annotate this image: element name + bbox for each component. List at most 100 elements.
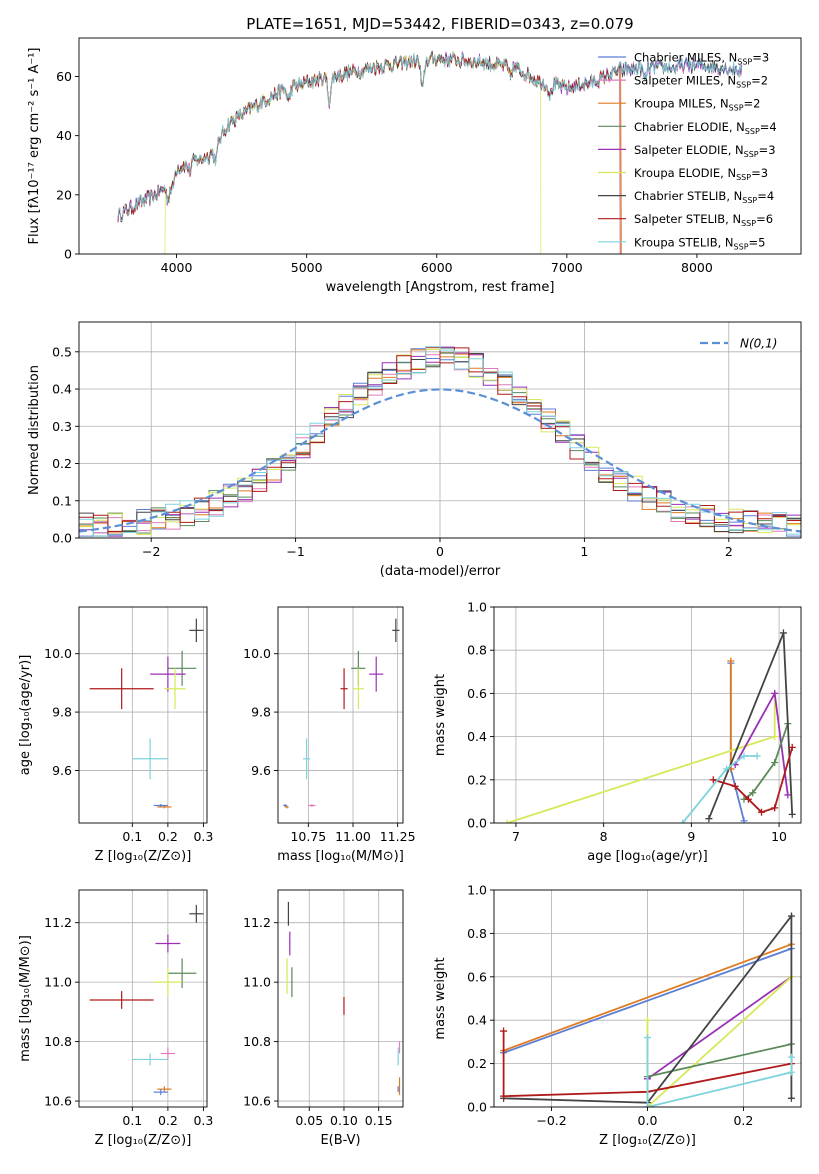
legend-label-main: Salpeter STELIB, N [634,212,741,226]
point-salpeter-elodie [150,656,186,692]
point-salpeter-stelib [343,997,345,1015]
spectrum-ytick-label: 20 [56,187,72,202]
spectrum-frame [78,37,802,255]
spectrum-xtick-label: 5000 [291,260,323,275]
point-kroupa-elodie [353,668,364,710]
legend-label-sub: SSP [736,81,751,90]
weight-marker [787,912,795,920]
Z_weight-xtick-label: 0.0 [638,1113,658,1128]
legend-label-sub: SSP [729,104,744,113]
Z_weight-plot-area [500,912,795,1107]
weight-marker [771,733,779,741]
legend-label-n: =2 [751,74,768,88]
weight-marker [500,1092,508,1100]
Z_mass-frame [78,889,208,1108]
ebv_mass-panel: 0.05 0.10 0.15 10.6 10.8 11.0 11.2 E(B-V) [243,889,404,1148]
weight-line-salpeter-stelib [502,1031,792,1098]
weight-line-kroupa-miles [503,943,792,1052]
Z_age-ytick-label: 10.0 [44,646,72,661]
weight-marker [771,759,779,767]
spectrum-plot-area [117,50,743,254]
point-kroupa-elodie [153,967,183,998]
weight-marker [758,808,766,816]
spectrum-xtick-label: 7000 [551,260,583,275]
legend-label: Salpeter ELODIE, NSSP=3 [634,143,776,159]
weight-marker [784,791,792,799]
spectrum-xtick-label: 8000 [681,260,713,275]
legend-label: Chabrier STELIB, NSSP=4 [634,189,774,205]
spectrum-ytick-label: 0 [64,247,72,262]
age_weight-xlabel: age [log₁₀(age/yr)] [587,849,708,864]
legend-label-sub: SSP [744,150,759,159]
weight-marker [740,817,748,823]
legend-label-n: =4 [760,120,777,134]
ebv_mass-ytick-label: 11.2 [243,915,271,930]
normal-legend-label: N(0,1) [740,337,777,351]
mass_age-ytick-label: 9.8 [251,705,271,720]
Z_age-ytick-label: 9.8 [52,705,72,720]
age_weight-ytick-label: 0.4 [467,729,487,744]
residuals-ytick-label: 0.4 [52,382,72,397]
residuals-xtick-label: 1 [580,544,588,559]
Z_mass-xlabel: Z [log₁₀(Z/Z⊙)] [95,1133,192,1148]
weight-marker [500,1027,508,1035]
mass_age-ytick-label: 10.0 [243,646,271,661]
legend-label-n: =4 [757,189,774,203]
mass_age-panel: 10.75 11.00 11.25 9.6 9.8 10.0 mass [log₁₀(M/M… [243,606,416,864]
legend-label-n: =3 [751,166,768,180]
weight-marker [749,789,757,797]
weight-marker [722,765,730,773]
spectrum-series-kroupa-stelib [117,52,743,222]
Z_mass-ytick-label: 10.8 [44,1034,72,1049]
Z_mass-plot-area [89,904,204,1096]
mass_age-ytick-label: 9.6 [251,763,271,778]
weight-marker [753,752,761,760]
weight-line-kroupa-stelib [646,1037,793,1107]
point-salpeter-elodie [369,656,384,692]
weight-marker [705,815,713,823]
weight-line-kroupa-stelib [681,755,758,823]
legend-label-main: Kroupa ELODIE, N [634,166,736,180]
weight-marker [788,810,796,818]
Z_weight-ytick-label: 0.0 [467,1100,487,1115]
ebv_mass-ytick-label: 10.6 [243,1094,271,1109]
residuals-ytick-label: 0.2 [52,456,72,471]
point-kroupa-stelib [397,1047,399,1066]
weight-line-salpeter-stelib [713,747,794,814]
residuals-xtick-label: −1 [286,544,304,559]
weight-marker [731,782,739,790]
legend-label: Salpeter STELIB, NSSP=6 [634,212,773,228]
legend-label: Kroupa STELIB, NSSP=5 [634,235,765,251]
age_weight-plot-area [503,629,796,823]
ebv_mass-xlabel: E(B-V) [320,1133,360,1148]
mass_age-xtick-label: 10.75 [290,829,326,844]
residuals-xlabel: (data-model)/error [380,564,501,579]
point-kroupa-stelib [303,738,311,780]
weight-marker [644,1034,651,1042]
ebv_mass-xtick-label: 0.15 [365,1113,393,1128]
weight-marker [679,819,687,823]
weight-marker [771,804,779,812]
normal-curve [79,388,801,533]
legend-label-main: Salpeter ELODIE, N [634,143,744,157]
weight-marker [727,657,735,665]
spectrum-xtick-label: 4000 [161,260,193,275]
legend-label-sub: SSP [742,196,757,205]
point-salpeter-miles [308,804,316,807]
weight-line-chabrier-miles [503,947,792,1054]
legend-label-main: Salpeter MILES, N [634,74,736,88]
residuals-xtick-label: −2 [142,544,160,559]
mass_age-frame [277,606,404,824]
residuals-ytick-label: 0.1 [52,493,72,508]
legend-label: Chabrier MILES, NSSP=3 [634,51,769,67]
Z_mass-panel: 0.1 0.2 0.3 10.6 10.8 11.0 11.2 Z [log₁₀(Z/Z⊙)]… [18,889,213,1148]
age_weight-ytick-label: 0.6 [467,686,487,701]
legend-label-main: Kroupa MILES, N [634,97,729,111]
weight-line-chabrier-miles [729,663,745,822]
Z_weight-ytick-label: 0.2 [467,1056,487,1071]
point-chabrier-stelib [392,618,400,643]
age_weight-ytick-label: 1.0 [467,600,487,615]
